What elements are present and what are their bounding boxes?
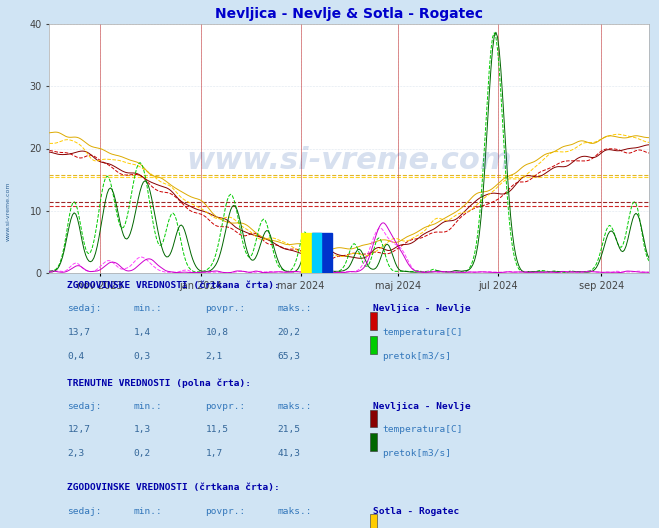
Text: 0,2: 0,2: [133, 449, 151, 458]
Text: Nevljica - Nevlje: Nevljica - Nevlje: [373, 305, 471, 314]
Text: ZGODOVINSKE VREDNOSTI (črtkana črta):: ZGODOVINSKE VREDNOSTI (črtkana črta):: [67, 281, 280, 290]
Bar: [370, 410, 378, 427]
Text: 12,7: 12,7: [67, 426, 90, 435]
Text: 2,1: 2,1: [206, 352, 223, 361]
Text: 0,4: 0,4: [67, 352, 84, 361]
Text: www.si-vreme.com: www.si-vreme.com: [5, 182, 11, 241]
Text: 65,3: 65,3: [277, 352, 301, 361]
Text: maks.:: maks.:: [277, 506, 312, 515]
Text: povpr.:: povpr.:: [206, 506, 246, 515]
Text: 13,7: 13,7: [67, 328, 90, 337]
Text: temperatura[C]: temperatura[C]: [382, 328, 463, 337]
Text: sedaj:: sedaj:: [67, 305, 102, 314]
Bar: [301, 233, 312, 274]
Text: min.:: min.:: [133, 402, 162, 411]
Bar: [312, 233, 332, 274]
Text: www.si-vreme.com: www.si-vreme.com: [186, 146, 512, 175]
Text: 21,5: 21,5: [277, 426, 301, 435]
Text: temperatura[C]: temperatura[C]: [382, 426, 463, 435]
Bar: [370, 313, 378, 330]
Title: Nevljica - Nevlje & Sotla - Rogatec: Nevljica - Nevlje & Sotla - Rogatec: [215, 7, 483, 21]
Text: povpr.:: povpr.:: [206, 402, 246, 411]
Text: pretok[m3/s]: pretok[m3/s]: [382, 449, 451, 458]
Text: 10,8: 10,8: [206, 328, 229, 337]
Text: ZGODOVINSKE VREDNOSTI (črtkana črta):: ZGODOVINSKE VREDNOSTI (črtkana črta):: [67, 483, 280, 492]
Text: 20,2: 20,2: [277, 328, 301, 337]
Text: povpr.:: povpr.:: [206, 305, 246, 314]
Text: 1,3: 1,3: [133, 426, 151, 435]
Text: 2,3: 2,3: [67, 449, 84, 458]
Text: 41,3: 41,3: [277, 449, 301, 458]
Text: maks.:: maks.:: [277, 305, 312, 314]
Text: Nevljica - Nevlje: Nevljica - Nevlje: [373, 402, 471, 411]
Text: TRENUTNE VREDNOSTI (polna črta):: TRENUTNE VREDNOSTI (polna črta):: [67, 378, 252, 388]
Text: pretok[m3/s]: pretok[m3/s]: [382, 352, 451, 361]
Text: Sotla - Rogatec: Sotla - Rogatec: [373, 506, 459, 515]
Text: min.:: min.:: [133, 305, 162, 314]
Bar: [370, 514, 378, 528]
Text: 11,5: 11,5: [206, 426, 229, 435]
Text: 1,7: 1,7: [206, 449, 223, 458]
Text: min.:: min.:: [133, 506, 162, 515]
Text: 1,4: 1,4: [133, 328, 151, 337]
Bar: [312, 233, 320, 274]
Text: 0,3: 0,3: [133, 352, 151, 361]
Bar: [370, 336, 378, 354]
Bar: [370, 433, 378, 451]
Text: maks.:: maks.:: [277, 402, 312, 411]
Text: sedaj:: sedaj:: [67, 506, 102, 515]
Text: sedaj:: sedaj:: [67, 402, 102, 411]
